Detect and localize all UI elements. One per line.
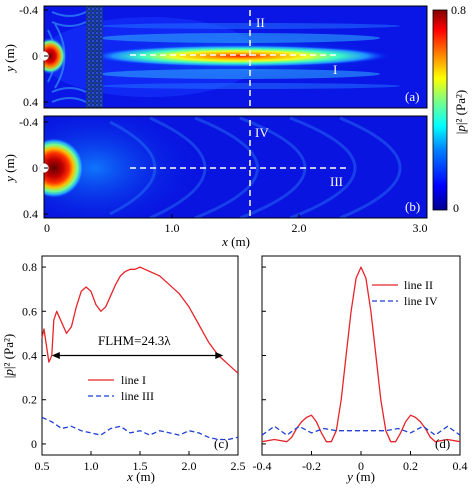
legend-d-item-0: line II (404, 278, 433, 292)
colorbar-min: 0 (453, 201, 459, 215)
map-xlabel: x (m) (221, 234, 250, 249)
xtick-label: 0 (358, 459, 364, 473)
map-xtick-0: 0 (44, 221, 50, 235)
series-line-line-III (41, 416, 239, 441)
colorbar-label: |p|² (Pa²) (453, 90, 468, 134)
map-xtick-3: 3.0 (413, 221, 428, 235)
map-b-ytick-0: -0.4 (19, 115, 38, 129)
xtick-label: -0.4 (253, 459, 272, 473)
map-a-ytick-0: -0.4 (19, 3, 38, 17)
ytick-label: 0.4 (22, 349, 37, 363)
plot-c-ticks: 0.5 1.0 1.5 2.0 2.5 0 0.2 0.4 0.6 0.8 (22, 260, 246, 473)
xtick-label: 2.5 (231, 459, 246, 473)
map-a-ytick-2: 0.4 (23, 95, 38, 109)
map-b-ytick-2: 0.4 (23, 207, 38, 221)
series-line-line-IV (261, 425, 461, 436)
field-map-b (44, 116, 427, 218)
plot-c-ylabel: |p|² (Pa²) (1, 334, 16, 378)
xtick-label: 0.2 (403, 459, 418, 473)
panel-label-a: (a) (405, 89, 419, 104)
label-I: I (333, 62, 337, 77)
label-IV: IV (255, 125, 269, 140)
series-line-line-I (41, 266, 239, 374)
map-xtick-1: 1.0 (165, 221, 180, 235)
flhm-arrowhead-right (215, 352, 224, 359)
map-b-ytick-1: 0 (32, 161, 38, 175)
plot-d-xlabel: y (m) (345, 469, 375, 484)
legend-c-item-1: line III (121, 389, 154, 403)
panel-label-c: (c) (214, 436, 228, 451)
label-III: III (330, 174, 343, 189)
map-b-y-axis (44, 121, 48, 215)
ytick-label: 0 (31, 437, 37, 451)
field-map-a (44, 6, 427, 108)
map-a-ylabel: y (m) (2, 44, 17, 74)
plot-frame-d (261, 255, 461, 456)
ytick-label: 0.6 (22, 304, 37, 318)
ytick-label: 0.8 (22, 260, 37, 274)
colorbar-max: 0.8 (451, 3, 466, 17)
xtick-label: 0.5 (35, 459, 50, 473)
map-x-axis (43, 214, 428, 218)
label-II: II (256, 15, 265, 30)
legend-d: line II line IV (372, 278, 438, 308)
panel-label-d: (d) (435, 436, 450, 451)
ytick-label: 0.2 (22, 393, 37, 407)
map-xtick-2: 2.0 (292, 221, 307, 235)
map-b-ylabel: y (m) (2, 154, 17, 184)
panel-label-b: (b) (405, 199, 420, 214)
plot-d-series (261, 266, 461, 443)
xtick-label: -0.2 (302, 459, 321, 473)
plot-c-series (41, 266, 239, 441)
flhm-arrowhead-left (51, 352, 60, 359)
plot-c-xlabel: x (m) (126, 469, 155, 484)
map-a-ytick-1: 0 (32, 49, 38, 63)
xtick-label: 1.5 (133, 459, 148, 473)
legend-c-item-0: line I (121, 373, 146, 387)
xtick-label: 1.0 (84, 459, 99, 473)
series-line-line-II (261, 266, 461, 443)
plot-d-ticks: -0.4 -0.2 0 0.2 0.4 (253, 266, 468, 473)
legend-c: line I line III (88, 373, 154, 403)
xtick-label: 2.0 (182, 459, 197, 473)
flhm-label: FLHM=24.3λ (98, 333, 171, 348)
xtick-label: 0.4 (453, 459, 468, 473)
legend-d-item-1: line IV (404, 294, 438, 308)
map-a-y-axis (44, 9, 48, 103)
colorbar (432, 9, 448, 211)
